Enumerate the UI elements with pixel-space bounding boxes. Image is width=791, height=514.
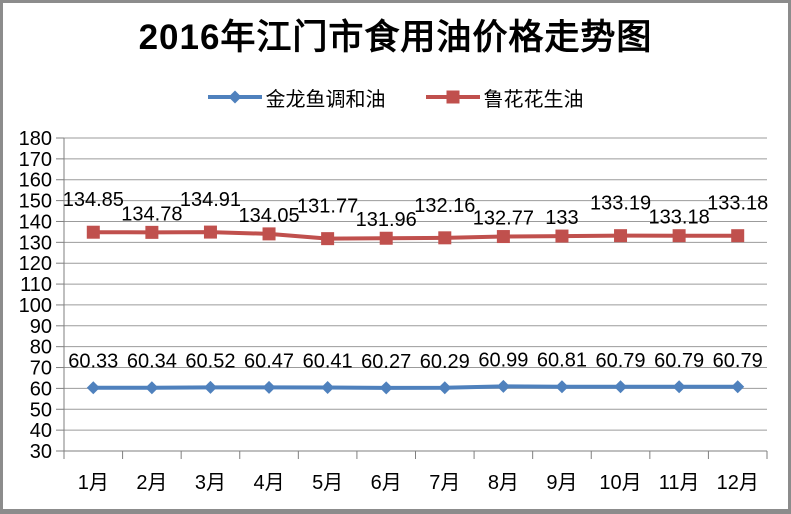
- svg-text:40: 40: [30, 420, 52, 442]
- svg-text:60.99: 60.99: [478, 349, 528, 371]
- legend-item-series1: 金龙鱼调和油: [207, 83, 386, 112]
- svg-text:1月: 1月: [78, 472, 109, 494]
- svg-text:110: 110: [20, 274, 52, 296]
- svg-text:50: 50: [30, 399, 52, 421]
- svg-text:60: 60: [30, 378, 52, 400]
- legend-marker-series1-icon: [207, 90, 262, 104]
- svg-text:180: 180: [19, 128, 52, 150]
- svg-text:132.16: 132.16: [414, 195, 475, 217]
- chart-title: 2016年江门市食用油价格走势图: [138, 18, 653, 57]
- svg-text:60.27: 60.27: [361, 351, 411, 373]
- legend-item-series2: 鲁花花生油: [425, 83, 584, 112]
- legend: 金龙鱼调和油 鲁花花生油: [3, 83, 788, 112]
- svg-text:60.41: 60.41: [303, 351, 353, 373]
- svg-text:100: 100: [19, 295, 52, 317]
- svg-text:150: 150: [19, 191, 52, 213]
- plot-wrap: 180 170 160 150 140 130 120 110 100 90 80 70 60 50 40 3…: [3, 122, 788, 509]
- svg-text:60.47: 60.47: [244, 350, 294, 372]
- svg-text:11月: 11月: [659, 472, 700, 494]
- svg-text:60.34: 60.34: [127, 351, 177, 373]
- svg-text:10月: 10月: [599, 472, 641, 494]
- svg-text:3月: 3月: [195, 472, 226, 494]
- svg-text:60.52: 60.52: [185, 350, 235, 372]
- svg-text:4月: 4月: [253, 472, 284, 494]
- legend-label-series1: 金龙鱼调和油: [265, 88, 386, 111]
- svg-text:7月: 7月: [429, 472, 460, 494]
- svg-text:90: 90: [30, 316, 52, 338]
- legend-label-series2: 鲁花花生油: [483, 88, 584, 111]
- svg-text:133.18: 133.18: [707, 193, 768, 215]
- svg-text:2月: 2月: [136, 472, 167, 494]
- svg-text:60.33: 60.33: [68, 351, 118, 373]
- svg-text:130: 130: [19, 232, 52, 254]
- svg-text:134.78: 134.78: [121, 203, 182, 225]
- plot-area: 1801701601501401301201101009080706050403…: [19, 128, 769, 494]
- svg-text:134.85: 134.85: [63, 189, 124, 211]
- svg-text:9月: 9月: [546, 472, 577, 494]
- svg-text:133.18: 133.18: [649, 207, 710, 229]
- svg-text:132.77: 132.77: [473, 208, 534, 230]
- svg-text:12月: 12月: [717, 472, 759, 494]
- svg-text:60.79: 60.79: [654, 350, 704, 372]
- svg-text:5月: 5月: [312, 472, 343, 494]
- legend-marker-series2-icon: [425, 90, 480, 104]
- svg-text:140: 140: [19, 211, 52, 233]
- svg-text:120: 120: [19, 253, 52, 275]
- svg-text:133.19: 133.19: [590, 193, 651, 215]
- svg-text:60.79: 60.79: [713, 350, 763, 372]
- svg-text:30: 30: [30, 441, 52, 463]
- svg-text:133: 133: [545, 207, 578, 229]
- svg-text:131.96: 131.96: [356, 209, 417, 231]
- svg-text:80: 80: [30, 337, 52, 359]
- svg-text:134.05: 134.05: [238, 205, 299, 227]
- svg-text:8月: 8月: [488, 472, 519, 494]
- svg-text:134.91: 134.91: [180, 189, 241, 211]
- svg-text:60.81: 60.81: [537, 350, 587, 372]
- svg-text:60.29: 60.29: [420, 351, 470, 373]
- svg-text:6月: 6月: [371, 472, 402, 494]
- svg-text:70: 70: [30, 358, 52, 380]
- svg-text:170: 170: [19, 149, 52, 171]
- svg-text:60.79: 60.79: [596, 350, 646, 372]
- svg-text:160: 160: [19, 170, 52, 192]
- svg-text:131.77: 131.77: [297, 196, 358, 218]
